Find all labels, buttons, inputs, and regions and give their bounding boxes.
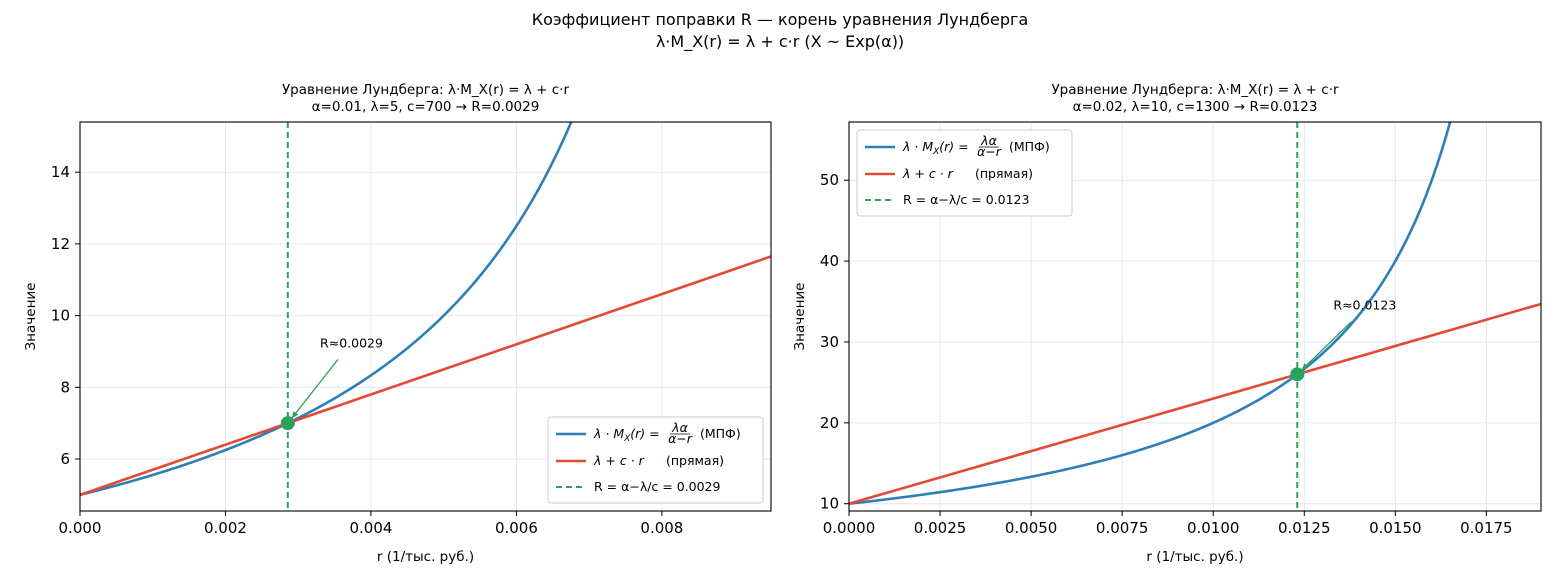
suptitle-line1: Коэффициент поправки R — корень уравнени… xyxy=(531,10,1029,29)
legend-label-root: R = α−λ/c = 0.0123 xyxy=(903,192,1029,207)
x-tick-label: 0.0050 xyxy=(1005,519,1058,537)
annotation-arrow xyxy=(1301,321,1352,371)
y-tick-label: 30 xyxy=(820,333,839,351)
y-axis-label: Значение xyxy=(792,283,808,351)
x-tick-label: 0.008 xyxy=(640,519,683,537)
legend-mgf-numerator: λα xyxy=(671,420,688,435)
legend-mgf-arg: (r) = xyxy=(939,139,968,154)
chart-panel-1: Уравнение Лундберга: λ·M_X(r) = λ + c·rα… xyxy=(23,82,772,565)
chart-panel-2: Уравнение Лундберга: λ·M_X(r) = λ + c·rα… xyxy=(792,82,1542,565)
panel-title-line1: Уравнение Лундберга: λ·M_X(r) = λ + c·r xyxy=(1051,82,1339,98)
x-tick-label: 0.0150 xyxy=(1369,519,1422,537)
legend-mgf-numerator: λα xyxy=(980,133,997,148)
panel-title-line1: Уравнение Лундберга: λ·M_X(r) = λ + c·r xyxy=(282,82,570,98)
legend-mgf-sub: X xyxy=(623,434,631,444)
legend-mgf-math: λ · M xyxy=(902,139,933,154)
y-tick-label: 40 xyxy=(820,252,839,270)
annotation-text: R≈0.0029 xyxy=(320,335,383,350)
legend-line-math: λ + c · r xyxy=(902,166,954,181)
x-tick-label: 0.002 xyxy=(204,519,247,537)
legend-box xyxy=(856,129,1073,217)
y-tick-label: 50 xyxy=(820,171,839,189)
legend-line-tail: (прямая) xyxy=(666,453,724,468)
plot-area xyxy=(849,122,1541,511)
x-tick-label: 0.006 xyxy=(495,519,538,537)
series-line xyxy=(849,302,1541,505)
y-tick-label: 8 xyxy=(60,378,70,396)
panel-title-line2: α=0.02, λ=10, c=1300 → R=0.0123 xyxy=(1073,99,1318,115)
root-point xyxy=(280,416,295,431)
y-tick-label: 10 xyxy=(820,495,839,513)
series-mgf-curve xyxy=(80,122,573,497)
x-axis-label: r (1/тыс. руб.) xyxy=(377,549,474,565)
axes-frame xyxy=(848,121,1542,512)
legend: λ · MX(r) = λαα−r (МПФ) λ + c · r (прямая) R … xyxy=(856,129,1073,217)
legend-mgf-tail: (МПФ) xyxy=(1009,139,1050,154)
y-tick-label: 14 xyxy=(51,163,70,181)
series-mgf-curve xyxy=(849,122,1452,506)
x-tick-label: 0.0125 xyxy=(1278,519,1331,537)
x-axis-label: r (1/тыс. руб.) xyxy=(1146,549,1243,565)
y-tick-label: 20 xyxy=(820,414,839,432)
legend-line-tail: (прямая) xyxy=(975,166,1033,181)
root-point xyxy=(1290,367,1305,382)
legend-mgf-tail: (МПФ) xyxy=(700,426,741,441)
legend: λ · MX(r) = λαα−r (МПФ) λ + c · r (прямая) R … xyxy=(547,416,764,504)
series-line xyxy=(80,255,771,497)
annotation-arrowhead xyxy=(1301,363,1309,371)
legend-label-mgf: λ · MX(r) = xyxy=(593,426,660,444)
y-tick-label: 10 xyxy=(51,307,70,325)
annotation-arrow xyxy=(291,359,339,419)
x-tick-label: 0.004 xyxy=(349,519,392,537)
legend-label-mgf: λ · MX(r) = xyxy=(902,139,969,157)
legend-mgf-denominator: α−r xyxy=(977,144,1002,159)
suptitle-line2: λ·M_X(r) = λ + c·r (X ~ Exp(α)) xyxy=(655,32,905,51)
legend-label-root: R = α−λ/c = 0.0029 xyxy=(594,479,721,494)
legend-mgf-math: λ · M xyxy=(593,426,624,441)
y-axis-label: Значение xyxy=(23,283,39,351)
y-tick-label: 6 xyxy=(60,450,70,468)
legend-mgf-sub: X xyxy=(932,147,940,157)
legend-mgf-denominator: α−r xyxy=(668,431,693,446)
x-tick-label: 0.0025 xyxy=(914,519,967,537)
x-tick-label: 0.000 xyxy=(59,519,102,537)
x-tick-label: 0.0175 xyxy=(1460,519,1513,537)
annotation-arrowhead xyxy=(291,411,299,419)
axes-frame xyxy=(79,121,772,512)
legend-mgf-arg: (r) = xyxy=(630,426,659,441)
panel-title-line2: α=0.01, λ=5, c=700 → R=0.0029 xyxy=(312,99,540,115)
x-tick-label: 0.0075 xyxy=(1096,519,1149,537)
legend-box xyxy=(547,416,764,504)
plot-area xyxy=(80,122,771,511)
legend-line-math: λ + c · r xyxy=(593,453,645,468)
x-tick-label: 0.0100 xyxy=(1187,519,1240,537)
y-tick-label: 12 xyxy=(51,235,70,253)
x-tick-label: 0.0000 xyxy=(823,519,876,537)
annotation-text: R≈0.0123 xyxy=(1333,298,1396,313)
